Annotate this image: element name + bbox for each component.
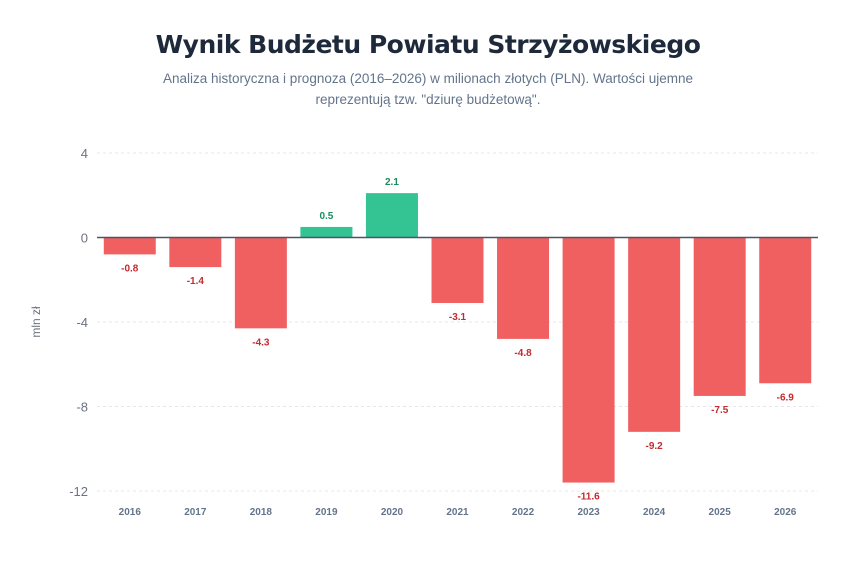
bar-2018 [234,237,287,329]
chart-subtitle: Analiza historyczna i prognoza (2016–202… [163,71,693,107]
bar-2017 [169,237,222,268]
bar-2016 [103,237,156,255]
x-tick-label: 2017 [184,507,207,518]
x-tick-label: 2023 [577,507,600,518]
data-label: 2.1 [385,177,399,188]
chart-title: Wynik Budżetu Powiatu Strzyżowskiego [155,30,701,59]
bar-2023 [562,237,615,483]
bar-2025 [693,237,746,396]
data-label: -3.1 [449,312,467,323]
data-label: -1.4 [187,276,205,287]
data-label: -9.2 [646,441,664,452]
y-tick-label: -8 [76,400,88,415]
x-tick-label: 2018 [250,507,273,518]
bar-2019 [300,226,353,238]
data-label: -4.3 [252,337,270,348]
data-label: -11.6 [577,492,600,503]
y-tick-label: -12 [69,484,88,499]
y-axis-label: mln zł [29,306,43,338]
bar-2026 [759,237,812,384]
bar-2024 [628,237,681,432]
x-tick-label: 2026 [774,507,797,518]
x-tick-label: 2019 [315,507,338,518]
y-tick-label: 0 [81,231,88,246]
y-tick-label: 4 [81,146,88,161]
data-label: 0.5 [319,211,333,222]
x-tick-label: 2025 [709,507,732,518]
x-tick-label: 2021 [446,507,469,518]
x-tick-label: 2022 [512,507,535,518]
bar-2020 [365,193,418,238]
data-label: -7.5 [711,405,729,416]
bar-2022 [497,237,550,339]
data-label: -4.8 [514,348,532,359]
x-tick-label: 2020 [381,507,404,518]
y-tick-label: -4 [76,315,88,330]
x-tick-label: 2016 [119,507,142,518]
x-tick-label: 2024 [643,507,666,518]
data-label: -0.8 [121,263,139,274]
bar-2021 [431,237,484,303]
data-label: -6.9 [777,392,795,403]
